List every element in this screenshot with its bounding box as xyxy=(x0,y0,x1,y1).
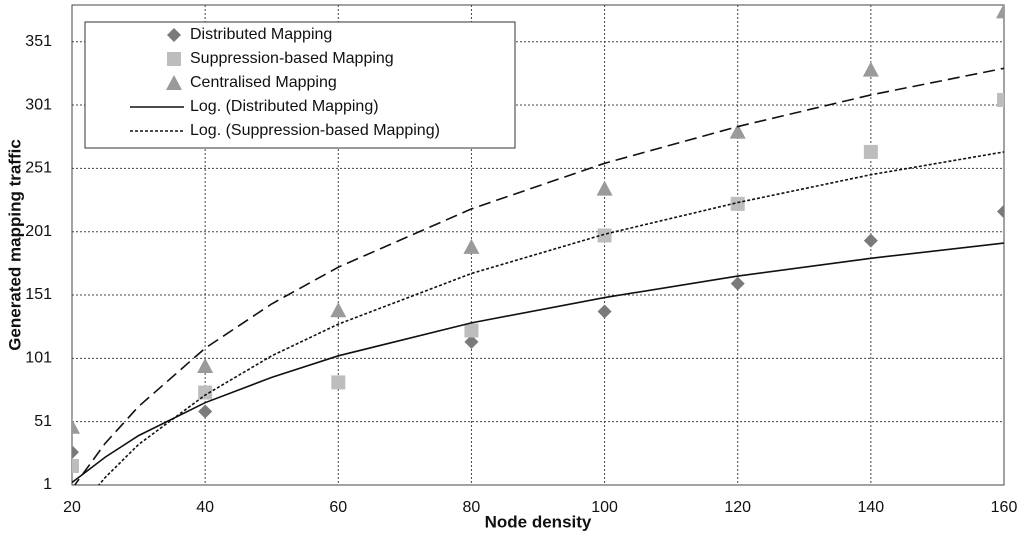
x-axis-title: Node density xyxy=(485,512,592,531)
legend-label: Log. (Suppression-based Mapping) xyxy=(190,122,440,139)
trend-line xyxy=(72,242,1004,484)
y-tick-label: 201 xyxy=(25,223,52,240)
diamond-marker xyxy=(72,445,79,460)
square-marker xyxy=(198,385,213,400)
diamond-marker xyxy=(597,304,612,319)
y-tick-label: 151 xyxy=(25,286,52,303)
square-marker xyxy=(730,196,745,211)
legend-label: Distributed Mapping xyxy=(190,26,332,43)
legend-label: Suppression-based Mapping xyxy=(190,50,394,67)
diamond-marker xyxy=(863,233,878,248)
y-tick-label: 1 xyxy=(43,476,52,493)
y-tick-label: 251 xyxy=(25,160,52,177)
x-tick-label: 60 xyxy=(329,499,347,516)
triangle-marker xyxy=(862,61,879,77)
triangle-marker xyxy=(197,357,214,373)
plot-area xyxy=(72,5,1004,485)
diamond-marker xyxy=(464,334,479,349)
diamond-marker xyxy=(198,404,213,419)
legend-label: Log. (Distributed Mapping) xyxy=(190,98,379,115)
x-tick-label: 140 xyxy=(858,499,885,516)
diamond-marker xyxy=(997,204,1004,219)
x-tick-label: 100 xyxy=(591,499,618,516)
x-tick-label: 40 xyxy=(196,499,214,516)
square-marker xyxy=(997,92,1004,107)
x-tick-label: 80 xyxy=(463,499,481,516)
square-marker xyxy=(464,323,479,338)
x-tick-label: 120 xyxy=(724,499,751,516)
triangle-marker xyxy=(463,238,480,254)
legend-label: Centralised Mapping xyxy=(190,74,337,91)
diamond-marker xyxy=(730,276,745,291)
square-marker xyxy=(72,459,79,474)
triangle-marker xyxy=(166,75,182,90)
legend: Distributed Mapping Suppression-based Map… xyxy=(84,21,516,149)
plot-border xyxy=(71,4,1005,486)
trend-line xyxy=(73,67,1004,485)
x-tick-label: 160 xyxy=(991,499,1018,516)
square-marker xyxy=(597,228,612,243)
diamond-marker xyxy=(167,28,181,42)
y-tick-label: 51 xyxy=(34,413,52,430)
square-marker xyxy=(331,375,346,390)
triangle-marker xyxy=(729,123,746,139)
y-tick-label: 101 xyxy=(25,350,52,367)
x-tick-label: 20 xyxy=(63,499,81,516)
y-axis-title: Generated mapping traffic xyxy=(5,139,24,351)
y-tick-label: 301 xyxy=(25,96,52,113)
trend-line xyxy=(97,151,1004,485)
square-marker xyxy=(167,52,181,66)
triangle-marker xyxy=(596,180,613,196)
triangle-marker xyxy=(72,418,80,434)
triangle-marker xyxy=(996,5,1004,19)
y-tick-label: 351 xyxy=(25,33,52,50)
legend-box xyxy=(84,21,516,149)
square-marker xyxy=(863,144,878,159)
triangle-marker xyxy=(330,302,347,318)
